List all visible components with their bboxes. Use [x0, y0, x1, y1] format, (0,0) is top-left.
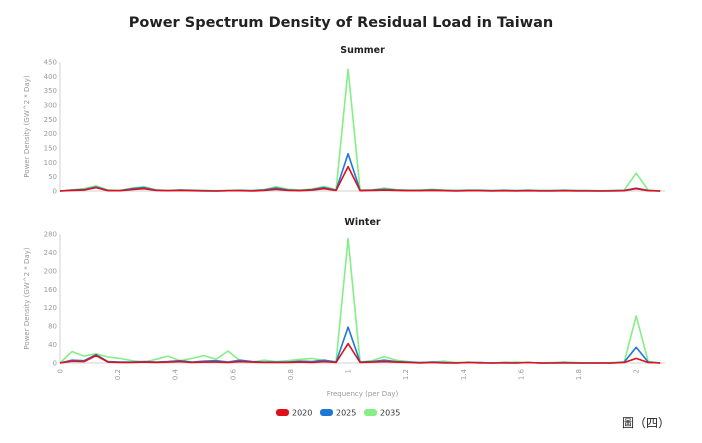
x-tick-label: 0.4	[172, 368, 180, 380]
legend-label-2035: 2035	[380, 409, 400, 418]
y-tick-label: 100	[44, 159, 57, 167]
y-tick-label: 200	[44, 267, 57, 275]
y-tick-label: 0	[53, 360, 57, 368]
y-tick-label: 200	[44, 130, 57, 138]
y-tick-label: 160	[44, 286, 57, 294]
series-line-2020	[59, 165, 661, 192]
y-tick-label: 50	[48, 173, 57, 181]
legend-label-2025: 2025	[336, 409, 356, 418]
series-line-2020	[59, 342, 661, 364]
series-line-2035	[59, 68, 661, 192]
y-tick-label: 120	[44, 304, 57, 312]
y-tick-label: 150	[44, 145, 57, 153]
panel-title: Summer	[340, 45, 385, 56]
y-tick-label: 250	[44, 116, 57, 124]
y-tick-label: 450	[44, 59, 57, 67]
x-tick-label: 0.2	[114, 369, 122, 380]
x-tick-label: 1.4	[460, 368, 468, 380]
y-tick-label: 280	[44, 231, 57, 239]
x-tick-label: 0	[57, 369, 65, 373]
chart-title: Power Spectrum Density of Residual Load …	[129, 15, 554, 31]
y-tick-label: 0	[53, 188, 57, 196]
legend-swatch-2020	[276, 409, 289, 416]
summer-panel: Summer 0 50 100 150 200 250 300 350 400 450 Power D…	[23, 45, 665, 196]
y-tick-label: 300	[44, 102, 57, 110]
y-axis-label: Power Density (GW^2 * Day)	[23, 247, 31, 349]
legend: 2020 2025 2035	[276, 409, 400, 418]
figure-label: 圖（四）	[622, 416, 670, 430]
series-line-2035	[59, 237, 661, 364]
x-tick-label: 1.6	[517, 368, 525, 380]
legend-swatch-2035	[364, 409, 377, 416]
panel-title: Winter	[344, 217, 380, 228]
y-tick-label: 40	[48, 341, 57, 349]
x-tick-label: 0.6	[229, 368, 237, 380]
x-tick-label: 0.8	[287, 369, 295, 380]
y-tick-label: 350	[44, 87, 57, 95]
legend-swatch-2025	[320, 409, 333, 416]
x-tick-label: 1.8	[575, 369, 583, 380]
x-tick-label: 1.2	[402, 369, 410, 380]
legend-label-2020: 2020	[292, 409, 312, 418]
x-tick-label: 1	[345, 369, 353, 373]
y-tick-label: 240	[44, 249, 57, 257]
y-tick-label: 80	[48, 323, 57, 331]
x-tick-label: 2	[633, 369, 641, 373]
y-axis-label: Power Density (GW^2 * Day)	[23, 75, 31, 177]
x-axis-label: Frequency (per Day)	[327, 390, 399, 398]
y-tick-label: 400	[44, 73, 57, 81]
